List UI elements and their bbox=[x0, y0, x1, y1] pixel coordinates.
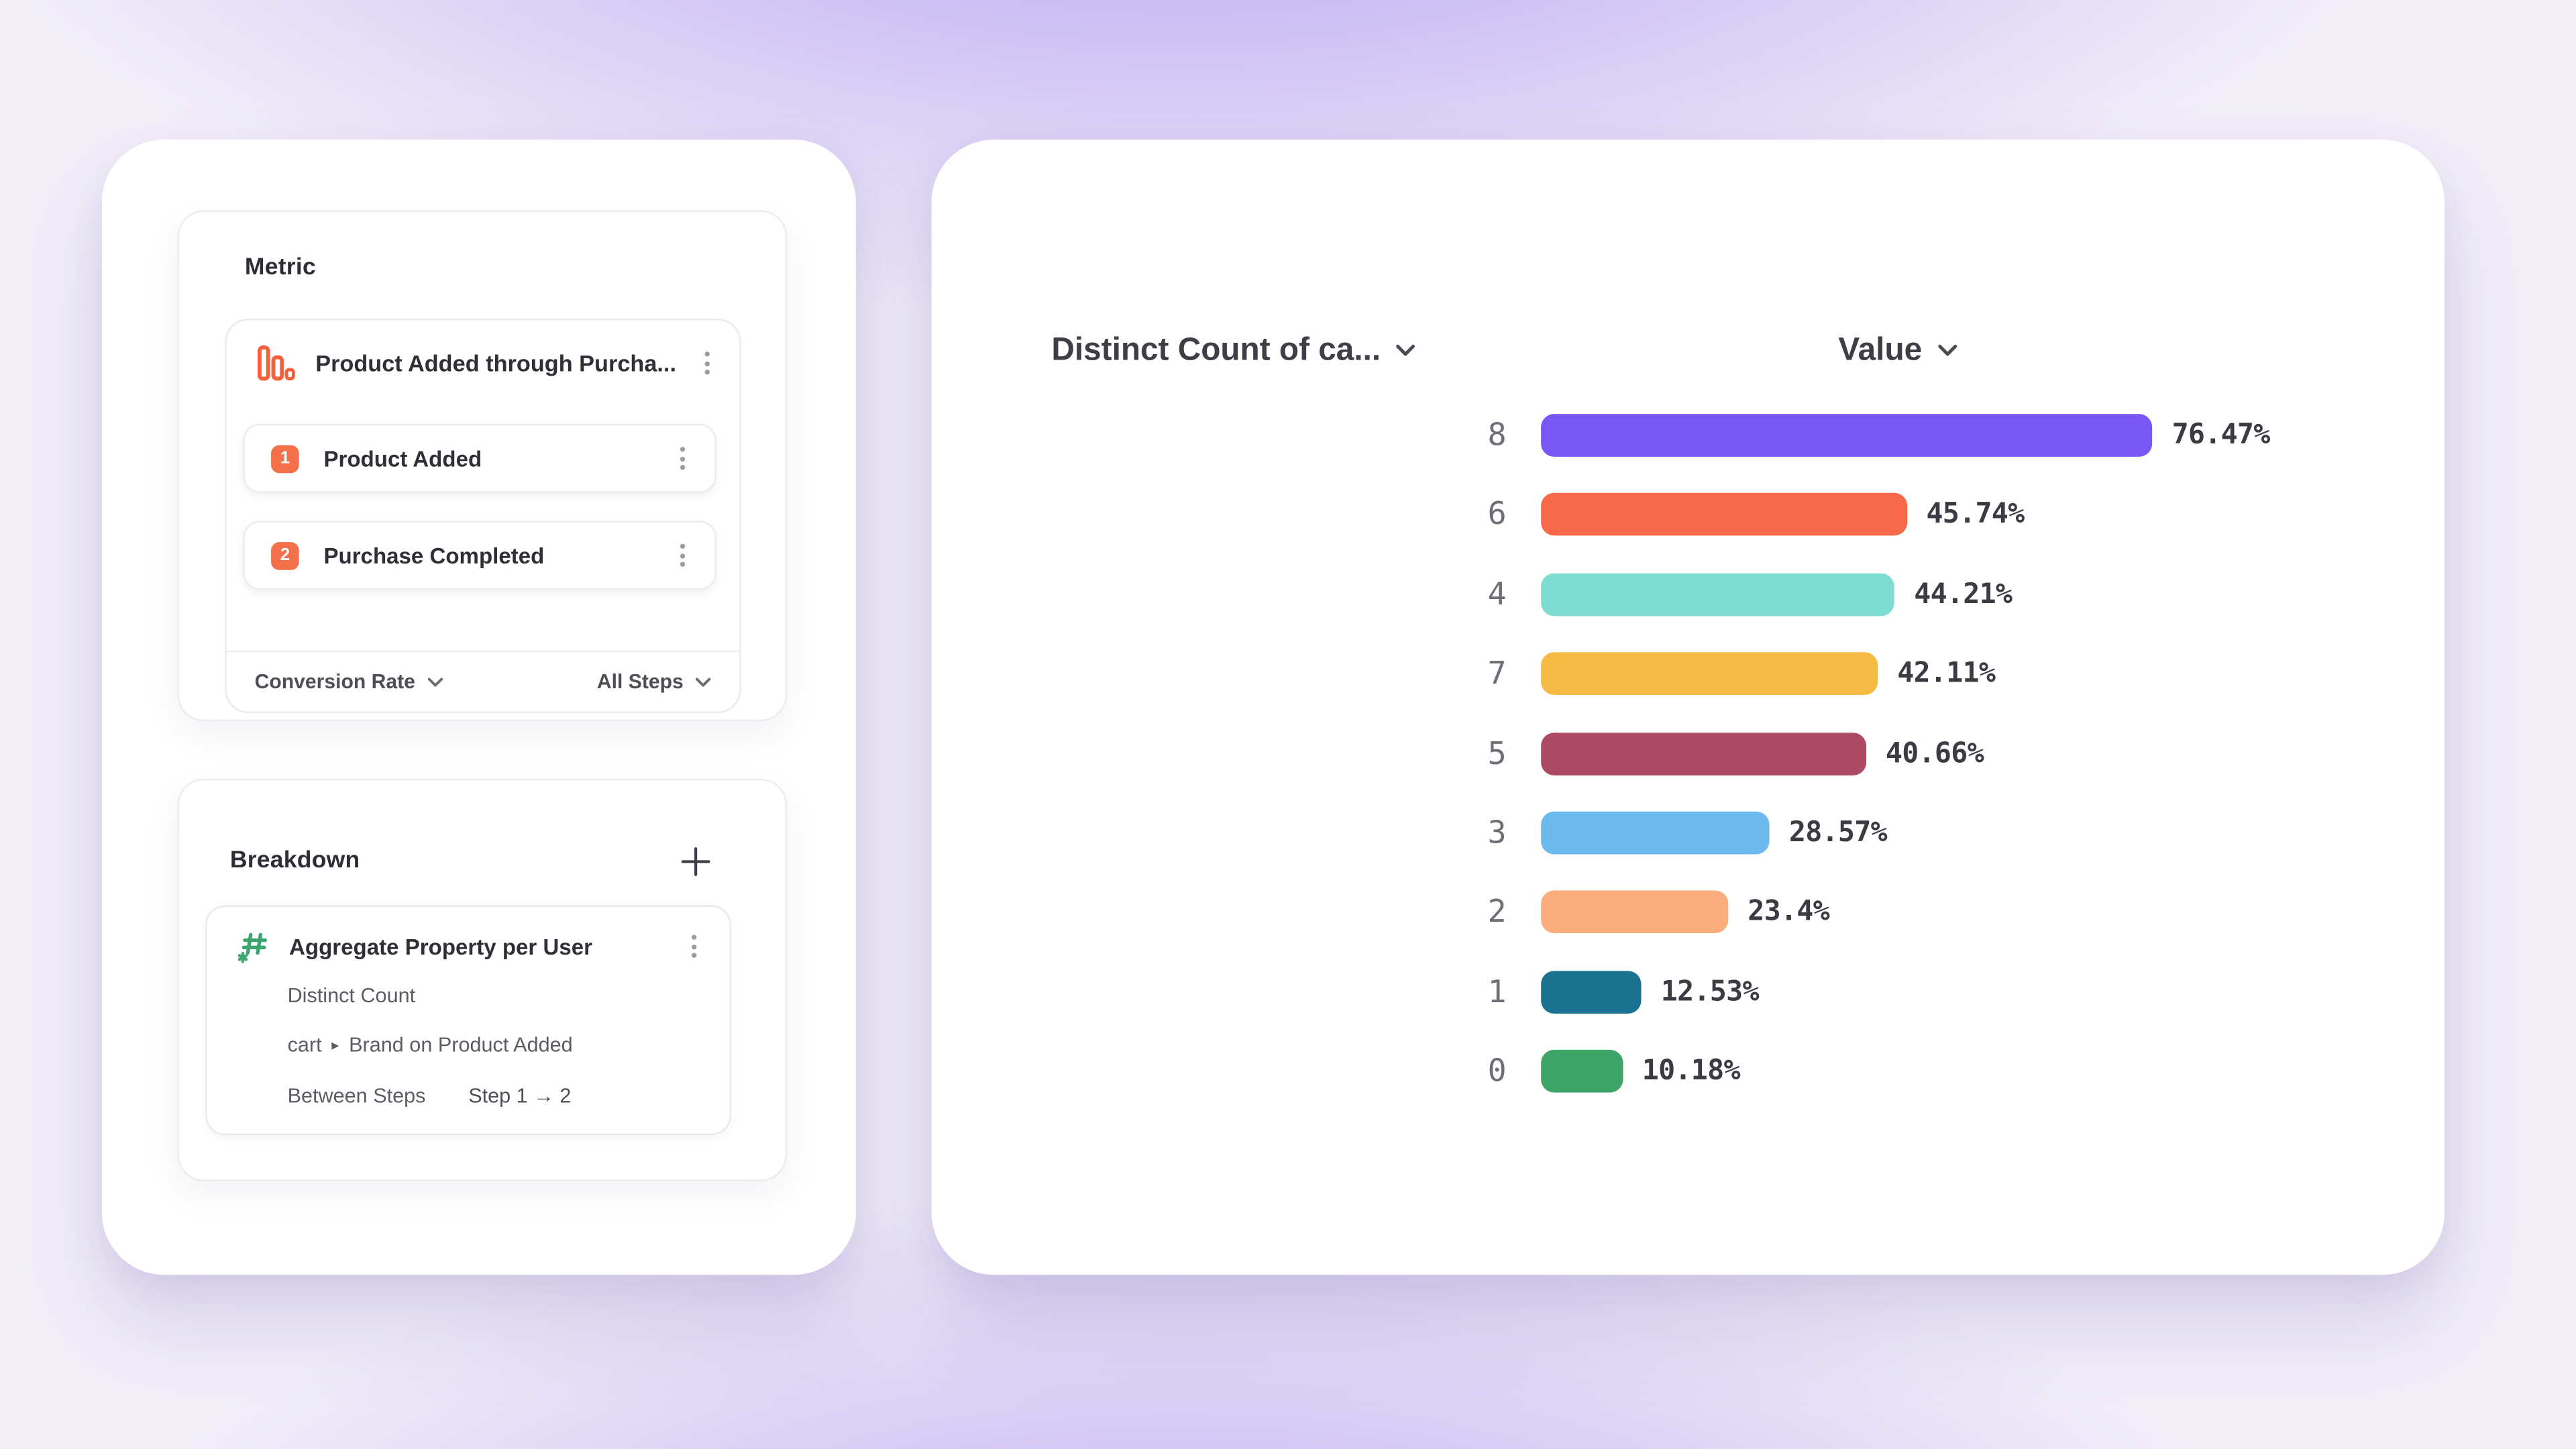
category-label: 6 bbox=[1487, 496, 1507, 533]
bar[interactable] bbox=[1541, 414, 2153, 457]
add-breakdown-button[interactable] bbox=[677, 843, 713, 879]
value-label: 40.66% bbox=[1885, 737, 1984, 770]
scope-value: Step 1 → 2 bbox=[468, 1084, 572, 1108]
bar[interactable] bbox=[1541, 1050, 1623, 1093]
chart-panel: Distinct Count of ca... Value 8 76.47% 6 45… bbox=[931, 140, 2445, 1275]
breakdown-card-title: Breakdown bbox=[229, 847, 360, 874]
value-label: 76.47% bbox=[2171, 419, 2271, 452]
bar[interactable] bbox=[1541, 970, 1642, 1014]
value-label: 42.11% bbox=[1897, 657, 1996, 690]
metric-card-title: Metric bbox=[244, 254, 316, 281]
category-label: 3 bbox=[1487, 814, 1507, 851]
funnel-bars-icon bbox=[253, 341, 296, 384]
kebab-menu-icon[interactable] bbox=[669, 539, 695, 572]
value-label: 12.53% bbox=[1660, 975, 1760, 1009]
conversion-rate-label: Conversion Rate bbox=[254, 670, 415, 694]
value-column-header-label: Value bbox=[1838, 331, 1923, 368]
breakdown-aggregation-row[interactable]: Distinct Count bbox=[288, 984, 416, 1007]
chart-row: 2 23.4% bbox=[932, 891, 2445, 934]
breakdown-scope-row[interactable]: Between Steps Step 1 → 2 bbox=[288, 1084, 572, 1107]
chart-row: 4 44.21% bbox=[932, 573, 2445, 616]
funnel-metric-row[interactable]: Product Added through Purcha... bbox=[253, 321, 720, 406]
breakdown-property-panel[interactable]: Aggregate Property per User Distinct Cou… bbox=[205, 905, 731, 1136]
bar[interactable] bbox=[1541, 891, 1728, 934]
step-number-badge: 1 bbox=[271, 444, 299, 473]
breakdown-card-header: Breakdown bbox=[230, 839, 713, 882]
value-label: 45.74% bbox=[1926, 498, 2025, 531]
hash-asterisk-icon bbox=[237, 929, 271, 963]
step-number-badge: 2 bbox=[271, 541, 299, 570]
breakdown-property-row[interactable]: Aggregate Property per User bbox=[237, 925, 706, 968]
breakdown-property-path-row[interactable]: cart ▸ Brand on Product Added bbox=[288, 1033, 573, 1056]
breakdown-property-name: Aggregate Property per User bbox=[289, 934, 593, 959]
value-label: 10.18% bbox=[1642, 1055, 1741, 1088]
chart-row: 6 45.74% bbox=[932, 493, 2445, 537]
all-steps-label: All Steps bbox=[596, 670, 684, 694]
kebab-menu-icon[interactable] bbox=[693, 347, 719, 380]
all-steps-dropdown[interactable]: All Steps bbox=[597, 670, 712, 693]
path-prefix: cart bbox=[287, 1033, 322, 1057]
bar[interactable] bbox=[1541, 493, 1907, 537]
chart-row: 3 28.57% bbox=[932, 811, 2445, 855]
category-label: 5 bbox=[1487, 735, 1507, 771]
bar[interactable] bbox=[1541, 652, 1878, 696]
step-event-label: Product Added bbox=[323, 445, 482, 471]
funnel-metric-name: Product Added through Purcha... bbox=[315, 350, 676, 376]
scope-label: Between Steps bbox=[287, 1084, 426, 1108]
path-separator-icon: ▸ bbox=[331, 1036, 339, 1053]
chevron-down-icon bbox=[1937, 343, 1958, 358]
plus-icon bbox=[680, 845, 711, 877]
query-builder-panel: Metric Product Added through Purcha... 1 bbox=[101, 140, 856, 1275]
chart-row: 7 42.11% bbox=[932, 652, 2445, 696]
chevron-down-icon bbox=[695, 676, 711, 688]
funnel-step-row-1[interactable]: 1 Product Added bbox=[243, 423, 716, 493]
step-event-label: Purchase Completed bbox=[323, 543, 545, 568]
chart-row: 1 12.53% bbox=[932, 970, 2445, 1014]
chart-row: 5 40.66% bbox=[932, 732, 2445, 775]
bar[interactable] bbox=[1541, 732, 1866, 775]
chart-rows: 8 76.47% 6 45.74% 4 44.21% 7 42.11% 5 40.66% 3 28.5… bbox=[932, 414, 2445, 1093]
kebab-menu-icon[interactable] bbox=[680, 930, 706, 963]
chevron-down-icon bbox=[1395, 343, 1417, 358]
funnel-step-row-2[interactable]: 2 Purchase Completed bbox=[243, 521, 716, 590]
chart-row: 0 10.18% bbox=[932, 1050, 2445, 1093]
kebab-menu-icon[interactable] bbox=[669, 442, 695, 475]
funnel-definition-panel: Product Added through Purcha... 1 Produc… bbox=[225, 319, 741, 713]
metric-card: Metric Product Added through Purcha... 1 bbox=[177, 210, 788, 722]
bar[interactable] bbox=[1541, 811, 1770, 855]
category-column-header-label: Distinct Count of ca... bbox=[1051, 331, 1381, 368]
value-label: 44.21% bbox=[1914, 578, 2012, 611]
breakdown-card: Breakdown bbox=[177, 778, 788, 1181]
category-column-header[interactable]: Distinct Count of ca... bbox=[1051, 332, 1417, 370]
category-label: 2 bbox=[1487, 894, 1507, 930]
value-label: 28.57% bbox=[1788, 816, 1888, 850]
value-label: 23.4% bbox=[1748, 896, 1829, 929]
category-label: 0 bbox=[1487, 1053, 1507, 1089]
bar[interactable] bbox=[1541, 573, 1894, 616]
category-label: 1 bbox=[1487, 973, 1507, 1010]
category-label: 8 bbox=[1487, 417, 1507, 453]
funnel-footer: Conversion Rate All Steps bbox=[255, 652, 712, 711]
divider bbox=[226, 650, 740, 653]
value-column-header[interactable]: Value bbox=[1838, 332, 1958, 370]
chart-row: 8 76.47% bbox=[932, 414, 2445, 457]
conversion-rate-dropdown[interactable]: Conversion Rate bbox=[255, 670, 443, 693]
path-rest: Brand on Product Added bbox=[349, 1033, 573, 1057]
category-label: 7 bbox=[1487, 655, 1507, 692]
chevron-down-icon bbox=[427, 676, 443, 688]
aggregation-label: Distinct Count bbox=[287, 983, 416, 1008]
category-label: 4 bbox=[1487, 576, 1507, 612]
